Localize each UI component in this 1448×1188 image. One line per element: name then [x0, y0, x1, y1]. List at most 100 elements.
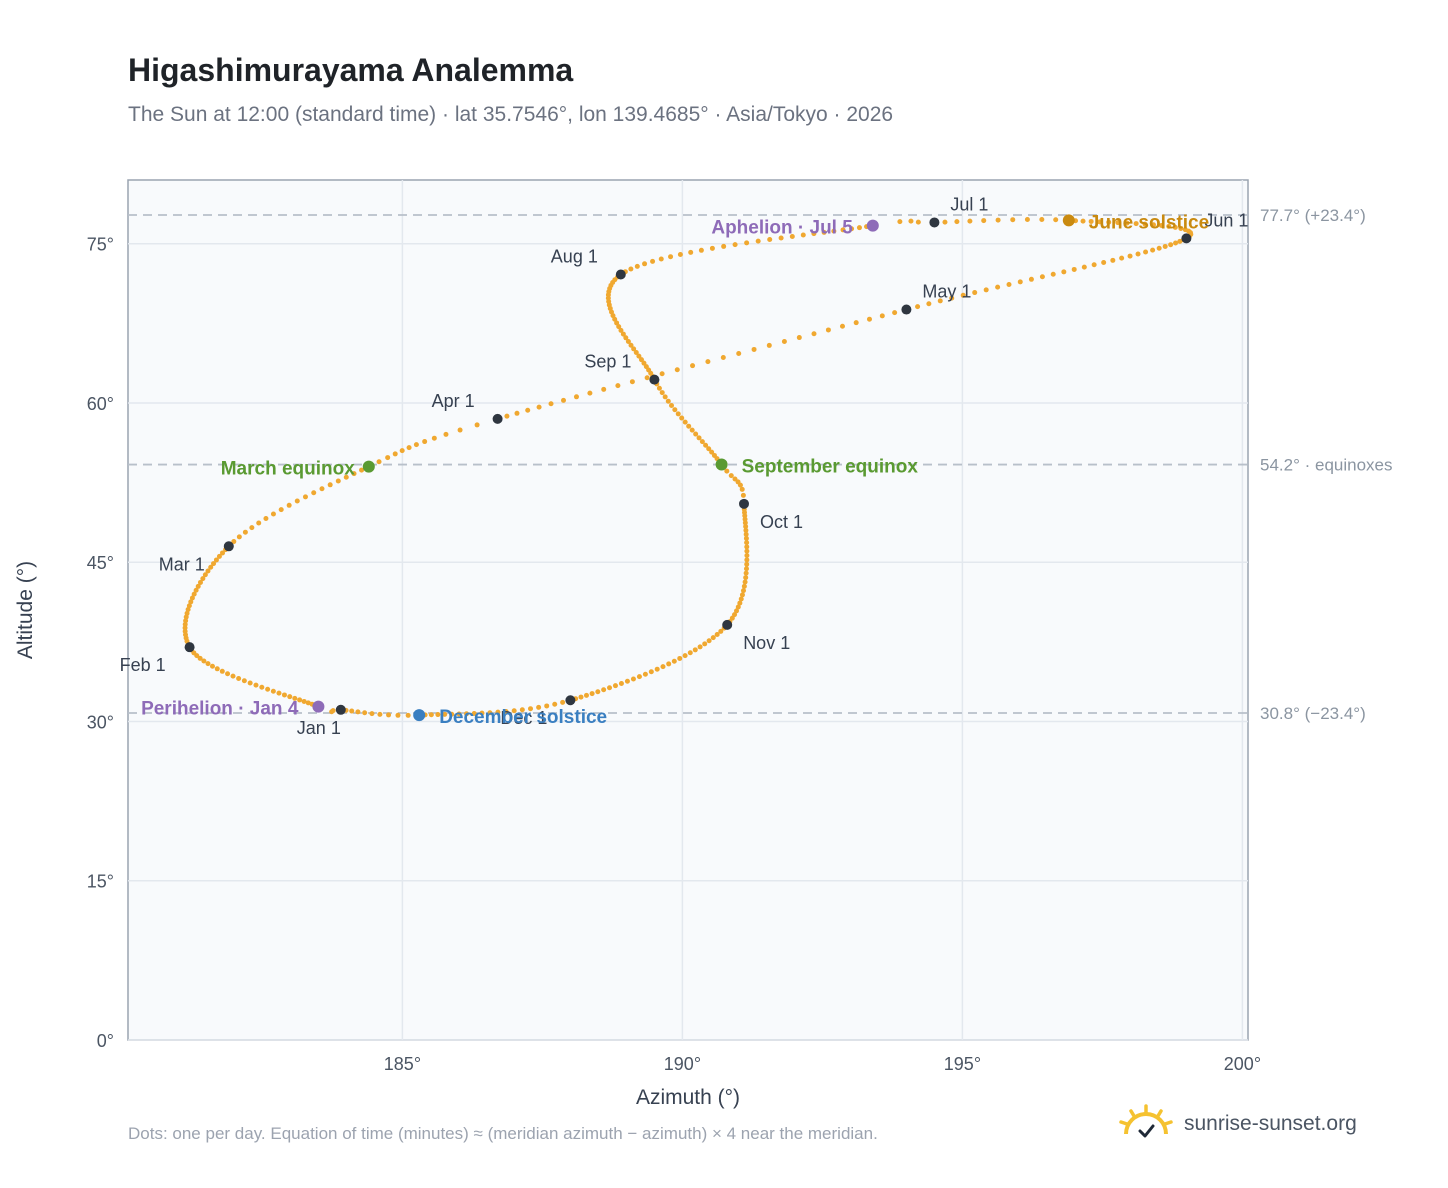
daily-dot: [413, 442, 419, 448]
daily-dot: [519, 707, 525, 713]
daily-dot: [614, 320, 620, 326]
daily-dot: [612, 316, 618, 322]
daily-dot: [636, 353, 642, 359]
daily-dot: [631, 346, 637, 352]
daily-dot: [737, 482, 743, 488]
daily-dot: [1091, 262, 1097, 268]
daily-dot: [648, 669, 654, 675]
daily-dot: [511, 708, 517, 714]
daily-dot: [743, 531, 749, 537]
month-label: Dec 1: [500, 708, 547, 728]
footnote: Dots: one per day. Equation of time (min…: [128, 1124, 878, 1143]
daily-dot: [709, 245, 715, 251]
daily-dot: [1115, 220, 1121, 226]
brand[interactable]: sunrise-sunset.org: [1118, 1100, 1357, 1148]
reference-line-label: 54.2° · equinoxes: [1260, 456, 1393, 475]
x-tick-label: 200°: [1224, 1054, 1261, 1074]
daily-dot: [428, 712, 434, 718]
daily-dot: [1172, 224, 1178, 230]
daily-dot: [205, 568, 211, 574]
daily-dot: [200, 576, 206, 582]
daily-dot: [376, 459, 382, 465]
daily-dot: [703, 442, 709, 448]
daily-dot: [612, 683, 618, 689]
daily-dot: [744, 540, 750, 546]
daily-dot: [693, 431, 699, 437]
month-label: Mar 1: [159, 554, 205, 574]
daily-dot: [256, 520, 262, 526]
month-markers: Jan 1 Feb 1 Mar 1 Apr 1 May 1 Jun 1 Jul 1 Aug 1…: [120, 194, 1249, 737]
daily-dot: [1133, 221, 1139, 227]
daily-dot: [236, 534, 242, 540]
daily-dot: [442, 711, 448, 717]
daily-dot: [1101, 260, 1107, 266]
daily-dot: [766, 342, 772, 348]
daily-dot: [1158, 223, 1164, 229]
daily-dot: [638, 357, 644, 363]
plot-area: [127, 179, 1249, 1041]
daily-dot: [892, 310, 898, 316]
daily-dot: [1156, 245, 1162, 251]
daily-dot: [742, 579, 748, 585]
daily-dot: [630, 676, 636, 682]
daily-dot: [755, 238, 761, 244]
daily-dot: [915, 304, 921, 310]
daily-dot: [292, 695, 298, 701]
daily-dot: [908, 218, 914, 224]
event-label: Perihelion · Jan 4: [141, 699, 299, 720]
daily-dot: [811, 331, 817, 337]
daily-dot: [740, 492, 746, 498]
daily-dot: [1150, 247, 1156, 253]
month-label: Apr 1: [432, 391, 475, 411]
month-marker: [901, 304, 912, 315]
daily-dot: [995, 217, 1001, 223]
y-tick-label: 60°: [87, 394, 114, 414]
daily-dot: [573, 394, 579, 400]
daily-dot: [689, 427, 695, 433]
month-label: Jun 1: [1204, 210, 1248, 230]
daily-dot: [659, 371, 665, 377]
daily-dot: [728, 473, 734, 479]
daily-dot: [1061, 269, 1067, 275]
daily-dot: [741, 583, 747, 589]
month-marker: [492, 413, 503, 424]
daily-dot: [1119, 255, 1125, 261]
event-marker: [1062, 214, 1075, 227]
month-label: Sep 1: [584, 352, 631, 372]
daily-dot: [1024, 216, 1030, 222]
daily-dot: [294, 498, 300, 504]
daily-dot: [471, 711, 477, 717]
y-axis-label: Altitude (°): [14, 561, 37, 659]
daily-dot: [247, 680, 253, 686]
daily-dot: [743, 535, 749, 541]
x-tick-label: 195°: [944, 1054, 981, 1074]
daily-dot: [778, 235, 784, 241]
daily-dot: [767, 237, 773, 243]
daily-dot: [720, 355, 726, 361]
daily-dot: [349, 708, 355, 714]
daily-dot: [197, 655, 203, 661]
daily-dot: [186, 603, 192, 609]
sun-logo-icon: [1119, 1104, 1173, 1138]
daily-dot: [1028, 276, 1034, 282]
daily-dot: [589, 691, 595, 697]
daily-dot: [205, 661, 211, 667]
daily-dot: [660, 664, 666, 670]
daily-dot: [743, 566, 749, 572]
daily-dot: [1173, 240, 1179, 246]
month-marker: [615, 269, 626, 280]
daily-dot: [208, 564, 214, 570]
daily-dot: [193, 587, 199, 593]
daily-dot: [672, 407, 678, 413]
daily-dot: [692, 647, 698, 653]
month-label: Jul 1: [950, 194, 988, 214]
daily-dot: [682, 653, 688, 659]
daily-dot: [628, 342, 634, 348]
y-tick-label: 15°: [87, 872, 114, 892]
daily-dot: [399, 448, 405, 454]
daily-dot: [732, 242, 738, 248]
daily-dot: [724, 468, 730, 474]
daily-dot: [263, 515, 269, 521]
reference-line-label: 30.8° (−23.4°): [1260, 704, 1366, 723]
daily-dot: [698, 247, 704, 253]
